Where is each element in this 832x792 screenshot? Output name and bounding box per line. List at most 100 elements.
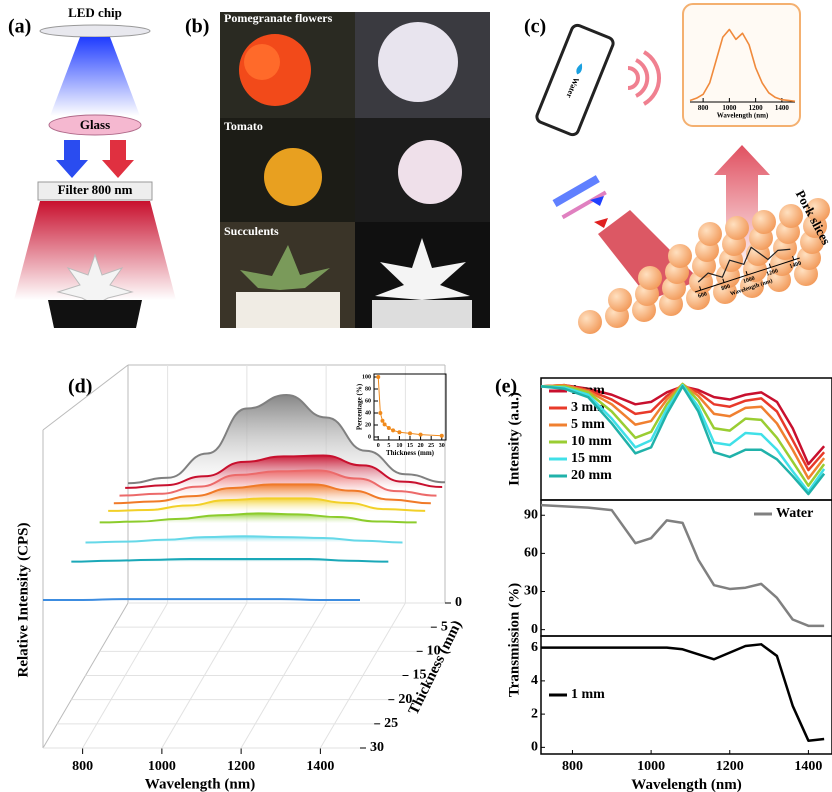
x-tick-label: 1200 xyxy=(716,759,744,774)
x-axis-label: Wavelength (nm) xyxy=(717,112,769,120)
legend-label: 5 mm xyxy=(571,417,605,432)
glass-label: Glass xyxy=(80,117,110,132)
tomato-nir xyxy=(398,140,462,204)
y-tick-label: 0 xyxy=(531,740,538,755)
wave xyxy=(642,50,662,106)
light-source xyxy=(552,175,607,220)
sample-label: Tomato xyxy=(224,119,263,133)
legend-label: 20 mm xyxy=(571,468,612,483)
y-tick-label: 100 xyxy=(362,374,371,380)
series-area xyxy=(108,498,426,512)
inset-box xyxy=(682,3,801,127)
succulent xyxy=(240,245,330,290)
phone: Water xyxy=(535,23,615,137)
x-tick-label: 1000 xyxy=(148,759,176,774)
y-axis-label: Percentage (%) xyxy=(356,383,364,430)
flower-nir xyxy=(378,22,458,102)
sphere xyxy=(578,310,602,334)
z-tick-label: 25 xyxy=(384,716,398,731)
drop xyxy=(576,63,583,75)
series-line xyxy=(540,383,826,472)
series-area xyxy=(99,513,417,524)
x-tick-label: 800 xyxy=(698,104,709,112)
point xyxy=(376,375,381,379)
series-area xyxy=(128,395,445,485)
red-beam xyxy=(14,201,176,300)
series-line xyxy=(108,497,426,512)
panel-label: (b) xyxy=(185,16,209,38)
x-axis-label: Wavelength (nm) xyxy=(631,777,741,792)
x-tick-label: 1400 xyxy=(794,759,822,774)
y-tick-label: 20 xyxy=(365,422,371,428)
legend-label: Water xyxy=(776,506,813,521)
series-line xyxy=(541,382,826,487)
x-tick xyxy=(722,278,725,283)
z-tick-label: 20 xyxy=(398,692,412,707)
series-line xyxy=(42,598,360,602)
point xyxy=(378,411,383,415)
x-tick-label: 30 xyxy=(439,443,445,449)
sphere xyxy=(638,266,662,290)
glass xyxy=(48,114,142,136)
z-tick-label: 10 xyxy=(427,644,441,659)
blue-beam xyxy=(50,37,140,116)
series-line xyxy=(697,246,791,283)
y-axis-label: Relative Intensity (CPS) xyxy=(15,523,31,678)
panel-label: (d) xyxy=(68,376,92,398)
sphere xyxy=(698,222,722,246)
x-tick-label: 800 xyxy=(72,759,93,774)
y-tick-label: 6 xyxy=(531,640,538,655)
filter xyxy=(561,190,607,220)
panel-label: (a) xyxy=(8,16,31,38)
sphere xyxy=(806,198,830,222)
x-tick-label: 15 xyxy=(407,443,413,449)
y-tick-label: 0 xyxy=(368,434,371,440)
legend-label: 15 mm xyxy=(571,451,612,466)
y-axis-label: Intensity (a.u.) xyxy=(506,392,522,486)
sphere xyxy=(725,216,749,240)
x-tick-label: 1200 xyxy=(766,268,779,277)
y-tick-label: 40 xyxy=(365,410,371,416)
series-line xyxy=(71,557,389,563)
tomato xyxy=(264,148,322,206)
panel-b: (b) Pomegranate flowers Tomato Succulent… xyxy=(185,11,490,328)
pot xyxy=(48,300,142,328)
x-tick-label: 800 xyxy=(721,284,731,292)
series-area xyxy=(85,536,403,543)
y-tick-label: 0 xyxy=(531,622,538,637)
point xyxy=(386,426,391,430)
filter xyxy=(37,181,153,201)
box-edge xyxy=(42,364,129,431)
flower xyxy=(244,44,280,80)
x-tick-label: 5 xyxy=(387,443,390,449)
x-tick xyxy=(768,263,772,268)
series-line xyxy=(540,383,826,493)
led-chip xyxy=(39,24,151,38)
y-axis-label: Transmission (%) xyxy=(506,583,522,697)
x-tick-label: 1400 xyxy=(306,759,334,774)
legend-label: 10 mm xyxy=(571,434,612,449)
legend-label: 1 mm xyxy=(571,687,605,702)
panel-label: (e) xyxy=(495,376,517,398)
y-tick-label: 4 xyxy=(531,673,538,688)
inset-background xyxy=(366,369,450,461)
panel-label: (c) xyxy=(524,16,546,38)
sphere xyxy=(752,210,776,234)
x-tick-label: 0 xyxy=(377,443,380,449)
x-tick-label: 1400 xyxy=(789,261,802,270)
x-tick-label: 1200 xyxy=(227,759,255,774)
point xyxy=(408,431,412,436)
pot xyxy=(236,292,340,328)
y-tick-label: 60 xyxy=(524,546,538,561)
point xyxy=(418,432,423,437)
y-tick-label: 80 xyxy=(365,386,371,392)
x-axis-label: Wavelength (nm) xyxy=(145,776,255,792)
x-tick-label: 20 xyxy=(418,443,424,449)
series-line xyxy=(541,643,825,742)
x-tick xyxy=(745,271,748,276)
z-tick-label: 15 xyxy=(413,668,427,683)
series-area xyxy=(113,484,431,505)
x-tick xyxy=(699,286,702,291)
point xyxy=(380,418,385,423)
